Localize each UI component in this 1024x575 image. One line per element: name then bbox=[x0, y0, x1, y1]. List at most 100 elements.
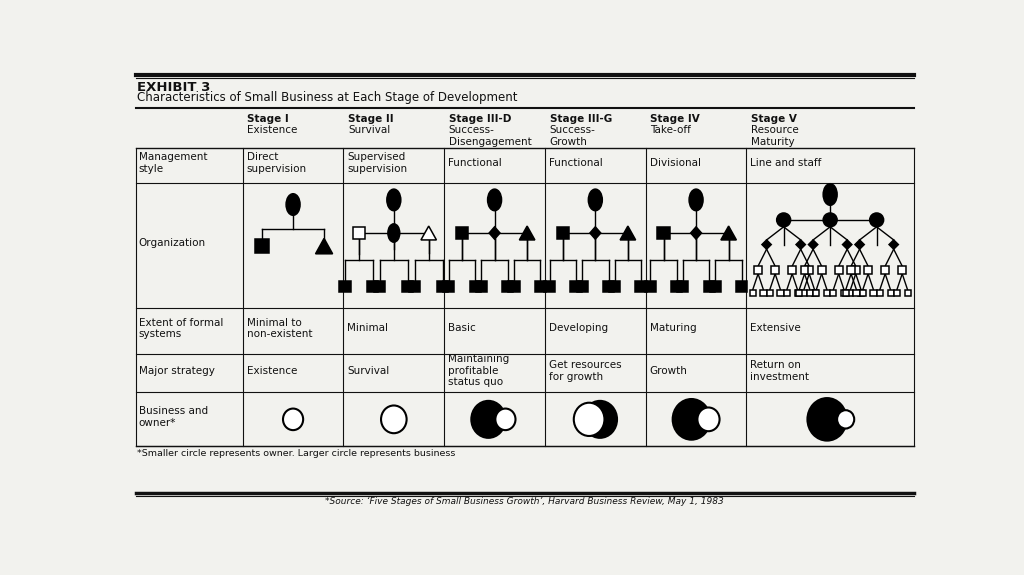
Bar bbox=[841, 290, 847, 296]
Text: Divisional: Divisional bbox=[649, 158, 700, 168]
Bar bbox=[410, 281, 420, 293]
Text: Resource
Maturity: Resource Maturity bbox=[751, 125, 799, 147]
Bar bbox=[777, 290, 783, 296]
Bar bbox=[508, 281, 519, 293]
Text: Basic: Basic bbox=[449, 324, 476, 334]
Text: Stage II: Stage II bbox=[348, 114, 393, 124]
Bar bbox=[843, 290, 849, 296]
Bar bbox=[750, 290, 756, 296]
Bar bbox=[801, 290, 807, 296]
Polygon shape bbox=[489, 227, 500, 239]
Text: Existence: Existence bbox=[248, 125, 298, 135]
Bar bbox=[677, 281, 688, 293]
Text: Functional: Functional bbox=[549, 158, 602, 168]
Bar bbox=[847, 266, 855, 274]
Bar bbox=[443, 281, 455, 293]
Bar bbox=[795, 290, 801, 296]
Ellipse shape bbox=[776, 213, 791, 227]
Polygon shape bbox=[796, 240, 805, 249]
Bar bbox=[636, 281, 646, 293]
Bar bbox=[894, 290, 900, 296]
Bar bbox=[535, 281, 546, 293]
Bar bbox=[877, 290, 883, 296]
Bar bbox=[813, 290, 819, 296]
Text: Characteristics of Small Business at Each Stage of Development: Characteristics of Small Business at Eac… bbox=[137, 90, 518, 104]
Polygon shape bbox=[690, 227, 701, 239]
Bar bbox=[864, 266, 872, 274]
Bar bbox=[437, 281, 449, 293]
Text: Management
style: Management style bbox=[139, 152, 207, 174]
Polygon shape bbox=[889, 240, 898, 249]
Ellipse shape bbox=[689, 189, 703, 210]
Ellipse shape bbox=[471, 401, 506, 438]
Bar bbox=[859, 290, 866, 296]
Ellipse shape bbox=[583, 401, 617, 438]
Text: Supervised
supervision: Supervised supervision bbox=[347, 152, 408, 174]
Ellipse shape bbox=[388, 224, 399, 242]
Ellipse shape bbox=[381, 405, 407, 433]
Bar bbox=[824, 290, 830, 296]
Bar bbox=[898, 266, 906, 274]
Polygon shape bbox=[421, 226, 436, 240]
Bar bbox=[671, 281, 682, 293]
Bar bbox=[736, 281, 748, 293]
Text: Stage V: Stage V bbox=[751, 114, 797, 124]
Bar bbox=[570, 281, 582, 293]
Bar bbox=[577, 281, 588, 293]
Ellipse shape bbox=[869, 213, 884, 227]
Bar bbox=[835, 266, 843, 274]
Text: Stage III-D: Stage III-D bbox=[449, 114, 511, 124]
Text: Success-
Disengagement: Success- Disengagement bbox=[449, 125, 531, 147]
Text: Developing: Developing bbox=[549, 324, 608, 334]
Text: Maturing: Maturing bbox=[649, 324, 696, 334]
Ellipse shape bbox=[286, 194, 300, 215]
Text: Stage III-G: Stage III-G bbox=[550, 114, 612, 124]
Bar bbox=[339, 281, 350, 293]
Ellipse shape bbox=[496, 409, 515, 430]
Bar bbox=[771, 266, 779, 274]
Bar bbox=[858, 290, 864, 296]
Text: Major strategy: Major strategy bbox=[139, 366, 215, 376]
Bar bbox=[703, 281, 715, 293]
Bar bbox=[807, 290, 813, 296]
Text: Take-off: Take-off bbox=[650, 125, 691, 135]
Text: Line and staff: Line and staff bbox=[751, 158, 821, 168]
Ellipse shape bbox=[823, 184, 838, 205]
Bar bbox=[788, 266, 796, 274]
Polygon shape bbox=[519, 226, 535, 240]
Bar bbox=[476, 281, 487, 293]
Bar bbox=[645, 281, 656, 293]
Polygon shape bbox=[855, 240, 864, 249]
Bar bbox=[603, 281, 614, 293]
Polygon shape bbox=[315, 239, 333, 254]
Text: Minimal to
non-existent: Minimal to non-existent bbox=[247, 318, 312, 339]
Ellipse shape bbox=[589, 189, 602, 210]
Bar bbox=[830, 290, 837, 296]
Text: Extensive: Extensive bbox=[751, 324, 801, 334]
Polygon shape bbox=[621, 226, 636, 240]
Polygon shape bbox=[843, 240, 852, 249]
Bar bbox=[812, 290, 818, 296]
Ellipse shape bbox=[487, 189, 502, 210]
Bar bbox=[888, 290, 894, 296]
Bar bbox=[761, 290, 767, 296]
Bar bbox=[255, 239, 269, 253]
Text: EXHIBIT 3: EXHIBIT 3 bbox=[137, 81, 211, 94]
Text: Extent of formal
systems: Extent of formal systems bbox=[139, 318, 223, 339]
Bar bbox=[470, 281, 481, 293]
Text: Direct
supervision: Direct supervision bbox=[247, 152, 307, 174]
Bar bbox=[805, 266, 813, 274]
Text: Survival: Survival bbox=[348, 125, 390, 135]
Bar bbox=[710, 281, 721, 293]
Text: Success-
Growth: Success- Growth bbox=[550, 125, 596, 147]
Ellipse shape bbox=[837, 410, 854, 428]
Bar bbox=[904, 290, 910, 296]
Bar bbox=[882, 266, 889, 274]
Bar bbox=[767, 290, 773, 296]
Polygon shape bbox=[762, 240, 771, 249]
Text: Growth: Growth bbox=[649, 366, 687, 376]
Bar bbox=[456, 227, 468, 239]
Bar bbox=[796, 290, 802, 296]
Bar bbox=[544, 281, 555, 293]
Text: Survival: Survival bbox=[347, 366, 389, 376]
